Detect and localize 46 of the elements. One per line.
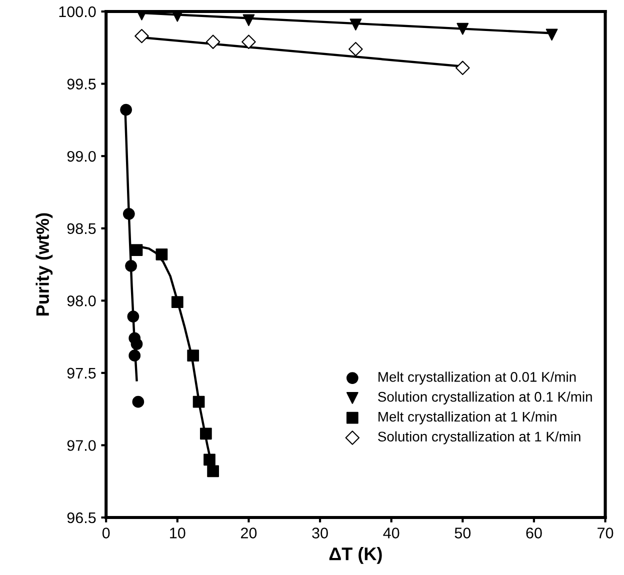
y-tick-label: 98.0 [67, 296, 96, 306]
y-tick-label: 98.5 [67, 223, 96, 234]
point [204, 454, 216, 466]
point [127, 310, 140, 322]
point [456, 22, 469, 35]
y-axis-title: Purity (wt%) [36, 213, 53, 316]
point [187, 350, 200, 362]
point [348, 42, 363, 56]
point [192, 396, 205, 408]
x-tick-label: 60 [526, 528, 542, 538]
x-tick-label: 40 [383, 528, 400, 538]
point [130, 244, 143, 256]
y-tick-label: 97.0 [67, 440, 96, 451]
point [207, 465, 219, 478]
point [456, 60, 470, 76]
x-tick-label: 20 [240, 528, 257, 538]
legend-label: Melt crystallization at 1 K/min [378, 411, 556, 424]
x-tick-label: 0 [102, 528, 110, 538]
point [125, 260, 137, 272]
x-tick-label: 10 [170, 528, 186, 538]
point [156, 248, 168, 260]
x-tick-label: 30 [312, 528, 328, 538]
point [134, 28, 149, 44]
x-tick-label: 50 [454, 528, 471, 538]
point [242, 14, 255, 26]
x-axis-title: ΔT (K) [329, 547, 382, 564]
legend-label: Solution crystallization at 0.1 K/min [378, 392, 592, 404]
point [122, 208, 135, 220]
point [200, 428, 212, 440]
legend-label: Melt crystallization at 0.01 K/min [378, 372, 576, 385]
point [350, 18, 362, 30]
x-tick-label: 70 [598, 528, 614, 538]
point [242, 34, 256, 50]
y-tick-label: 100.0 [59, 6, 96, 18]
point [120, 104, 132, 116]
point [171, 296, 184, 308]
point [128, 350, 141, 362]
y-tick-label: 99.5 [67, 78, 96, 90]
y-tick-label: 97.5 [67, 368, 96, 379]
y-tick-label: 99.0 [67, 150, 96, 162]
y-tick-label: 96.5 [67, 512, 96, 524]
point [546, 28, 558, 41]
legend-label: Solution crystallization at 1 K/min [378, 431, 580, 444]
point [132, 396, 144, 408]
point [130, 338, 143, 350]
point [206, 34, 220, 50]
